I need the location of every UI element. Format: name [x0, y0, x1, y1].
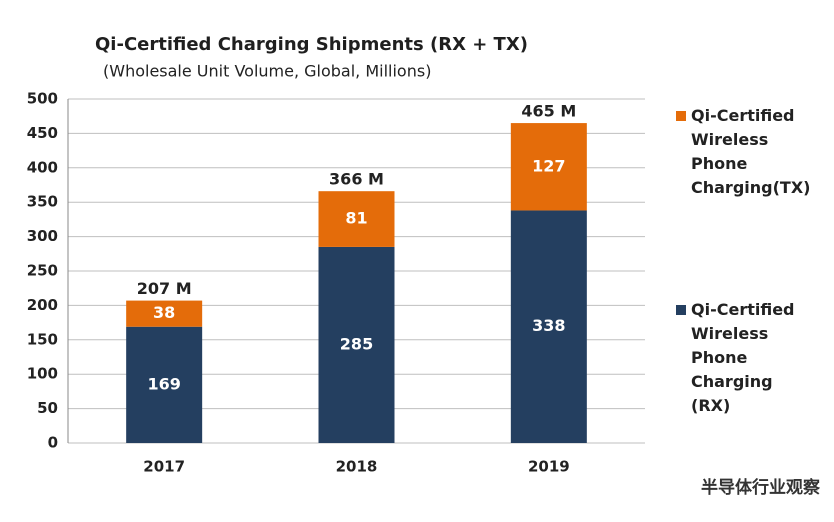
bar-segment: [510, 210, 587, 443]
watermark: 半导体行业观察: [701, 477, 821, 498]
y-tick-label: 300: [27, 227, 58, 245]
legend-swatch: [676, 111, 686, 121]
value-label: 127: [532, 156, 565, 175]
chart-subtitle: (Wholesale Unit Volume, Global, Millions…: [103, 62, 431, 81]
bar-segment: [318, 246, 395, 443]
bar-segment: [318, 191, 395, 247]
y-tick-label: 50: [37, 399, 58, 417]
y-tick-label: 350: [27, 193, 58, 211]
x-tick-label: 2019: [528, 458, 570, 476]
y-tick-label: 250: [27, 262, 58, 280]
y-tick-label: 200: [27, 296, 58, 314]
total-label: 207 M: [137, 279, 192, 298]
value-label: 169: [147, 374, 180, 393]
y-tick-label: 500: [27, 90, 58, 108]
legend-swatch: [676, 305, 686, 315]
y-tick-label: 450: [27, 124, 58, 142]
x-tick-label: 2018: [336, 458, 378, 476]
bar-segment: [126, 326, 203, 443]
value-label: 285: [340, 334, 373, 353]
value-label: 38: [153, 303, 175, 322]
legend-label: Qi-Certified Wireless Phone Charging (RX…: [691, 300, 795, 415]
y-tick-label: 0: [48, 434, 58, 452]
y-tick-label: 150: [27, 330, 58, 348]
y-tick-label: 100: [27, 365, 58, 383]
x-tick-label: 2017: [143, 458, 185, 476]
value-label: 81: [345, 209, 367, 228]
bar-segment: [126, 300, 203, 327]
y-tick-label: 400: [27, 158, 58, 176]
legend-label: Qi-Certified Wireless Phone Charging(TX): [691, 106, 811, 197]
total-label: 366 M: [329, 170, 384, 189]
total-label: 465 M: [521, 102, 576, 121]
bar-segment: [510, 123, 587, 211]
value-label: 338: [532, 316, 565, 335]
chart-title: Qi-Certified Charging Shipments (RX + TX…: [95, 34, 528, 55]
